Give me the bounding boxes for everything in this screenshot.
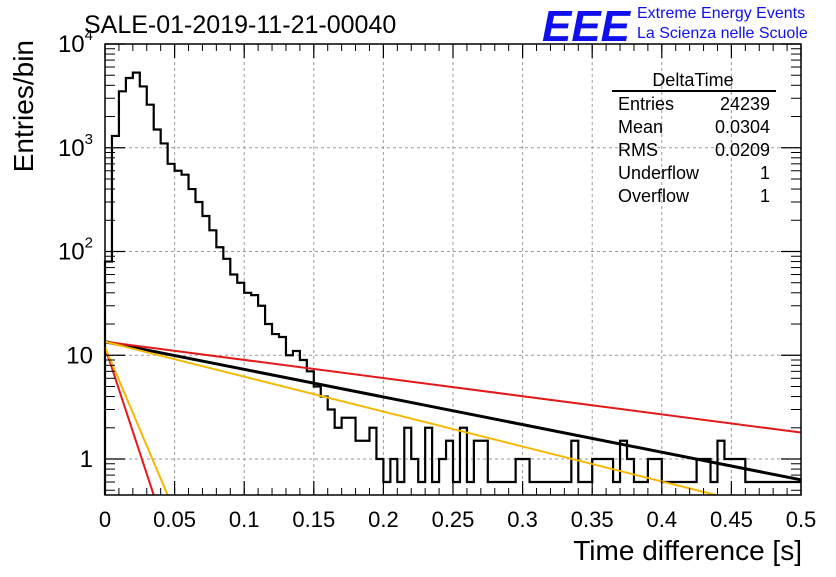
x-tick-label: 0.3	[507, 507, 538, 532]
stats-value: 0.0304	[715, 117, 770, 137]
logo-line-2: La Scienza nelle Scuole	[637, 25, 808, 42]
x-tick-label: 0.2	[368, 507, 399, 532]
fit-line-1	[104, 340, 802, 434]
x-tick-label: 0.1	[229, 507, 260, 532]
y-tick-label: 103	[58, 131, 93, 162]
axes: 0 0.05 0.1 0.15 0.2 0.25 0.3 0.35 0.4 0.45 0.5 1 10 1…	[58, 27, 816, 532]
fit-line-3	[104, 346, 155, 496]
logo-wordmark: EEE	[542, 2, 632, 51]
x-tick-label: 0.45	[710, 507, 753, 532]
eee-logo: EEE Extreme Energy Events La Scienza nel…	[542, 2, 808, 51]
x-tick-label: 0.5	[786, 507, 817, 532]
histogram-outline	[103, 71, 801, 495]
y-tick-label: 1	[80, 446, 93, 473]
fit-line-4	[104, 346, 169, 496]
stats-label: Underflow	[618, 163, 700, 183]
fit-line-2	[104, 340, 717, 496]
stats-label: RMS	[618, 140, 658, 160]
stats-label: Mean	[618, 117, 663, 137]
fit-line-0	[104, 340, 802, 482]
histogram	[103, 71, 801, 495]
x-tick-label: 0	[99, 507, 111, 532]
y-axis-label: Entries/bin	[8, 40, 39, 172]
x-tick-label: 0.15	[292, 507, 335, 532]
stats-title: DeltaTime	[652, 70, 733, 90]
run-title: SALE-01-2019-11-21-00040	[84, 11, 396, 39]
stats-box: DeltaTime Entries 24239 Mean 0.0304 RMS 0.020…	[612, 70, 776, 206]
y-tick-label: 10	[66, 342, 93, 369]
x-tick-label: 0.4	[647, 507, 678, 532]
stats-label: Overflow	[618, 186, 690, 206]
stats-label: Entries	[618, 94, 674, 114]
x-tick-label: 0.05	[153, 507, 196, 532]
fit-lines	[104, 340, 802, 496]
x-axis-label: Time difference [s]	[573, 535, 802, 566]
stats-value: 1	[760, 163, 770, 183]
y-tick-label: 102	[58, 235, 93, 266]
stats-value: 24239	[720, 94, 770, 114]
x-tick-label: 0.25	[432, 507, 475, 532]
y-tick-label: 104	[58, 27, 93, 58]
x-tick-label: 0.35	[571, 507, 614, 532]
stats-value: 1	[760, 186, 770, 206]
stats-rows: Entries 24239 Mean 0.0304 RMS 0.0209 Underflow…	[618, 94, 770, 206]
stats-value: 0.0209	[715, 140, 770, 160]
grid	[105, 44, 801, 495]
logo-line-1: Extreme Energy Events	[637, 5, 805, 22]
